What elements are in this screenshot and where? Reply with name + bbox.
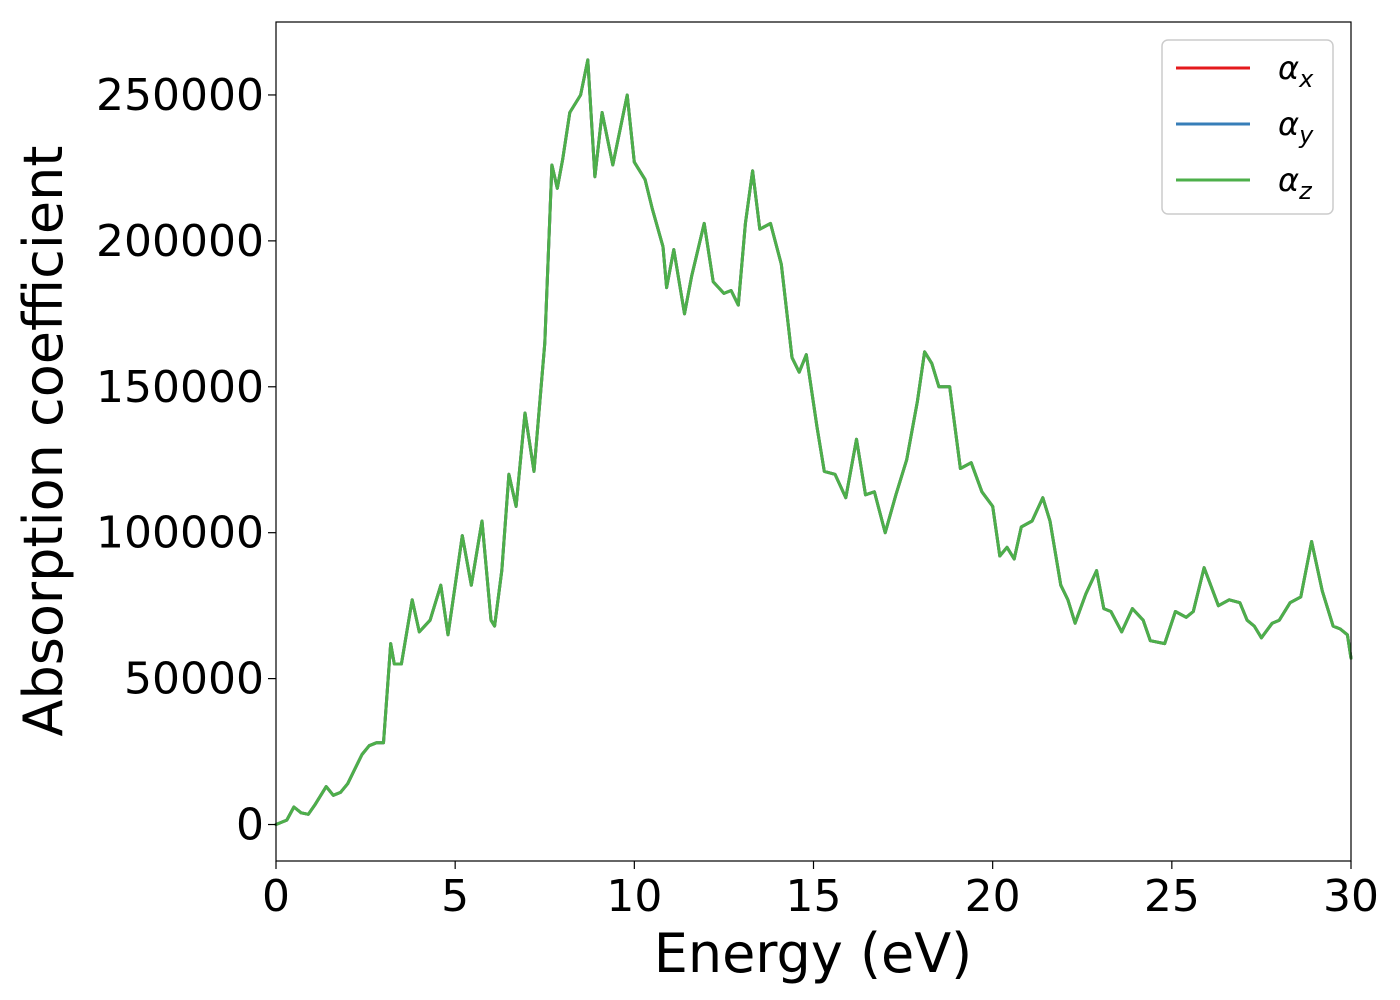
y-tick-label: 100000 <box>96 508 264 559</box>
legend-subscript: x <box>1298 65 1314 93</box>
y-tick-label: 150000 <box>96 362 264 413</box>
y-tick-label: 200000 <box>96 216 264 267</box>
x-axis-title: Energy (eV) <box>654 922 973 985</box>
y-tick-label: 250000 <box>96 70 264 121</box>
x-axis: 0 5 10 15 20 25 30 <box>262 861 1379 922</box>
series-layer <box>274 58 1353 826</box>
x-tick-label: 10 <box>606 871 662 922</box>
x-tick-label: 15 <box>786 871 842 922</box>
x-tick-label: 0 <box>262 871 290 922</box>
y-axis-title: Absorption coefficient <box>12 146 75 737</box>
x-tick-label: 25 <box>1144 871 1200 922</box>
legend-subscript: z <box>1298 177 1313 205</box>
series-line-z <box>274 58 1353 826</box>
y-axis: 0 50000 100000 150000 200000 250000 <box>96 70 276 851</box>
y-tick-label: 50000 <box>124 654 264 705</box>
x-tick-label: 30 <box>1323 871 1379 922</box>
legend-box <box>1161 39 1334 215</box>
x-tick-label: 5 <box>441 871 469 922</box>
legend-subscript: y <box>1298 121 1314 149</box>
y-tick-label: 0 <box>236 800 264 851</box>
x-tick-label: 20 <box>965 871 1021 922</box>
